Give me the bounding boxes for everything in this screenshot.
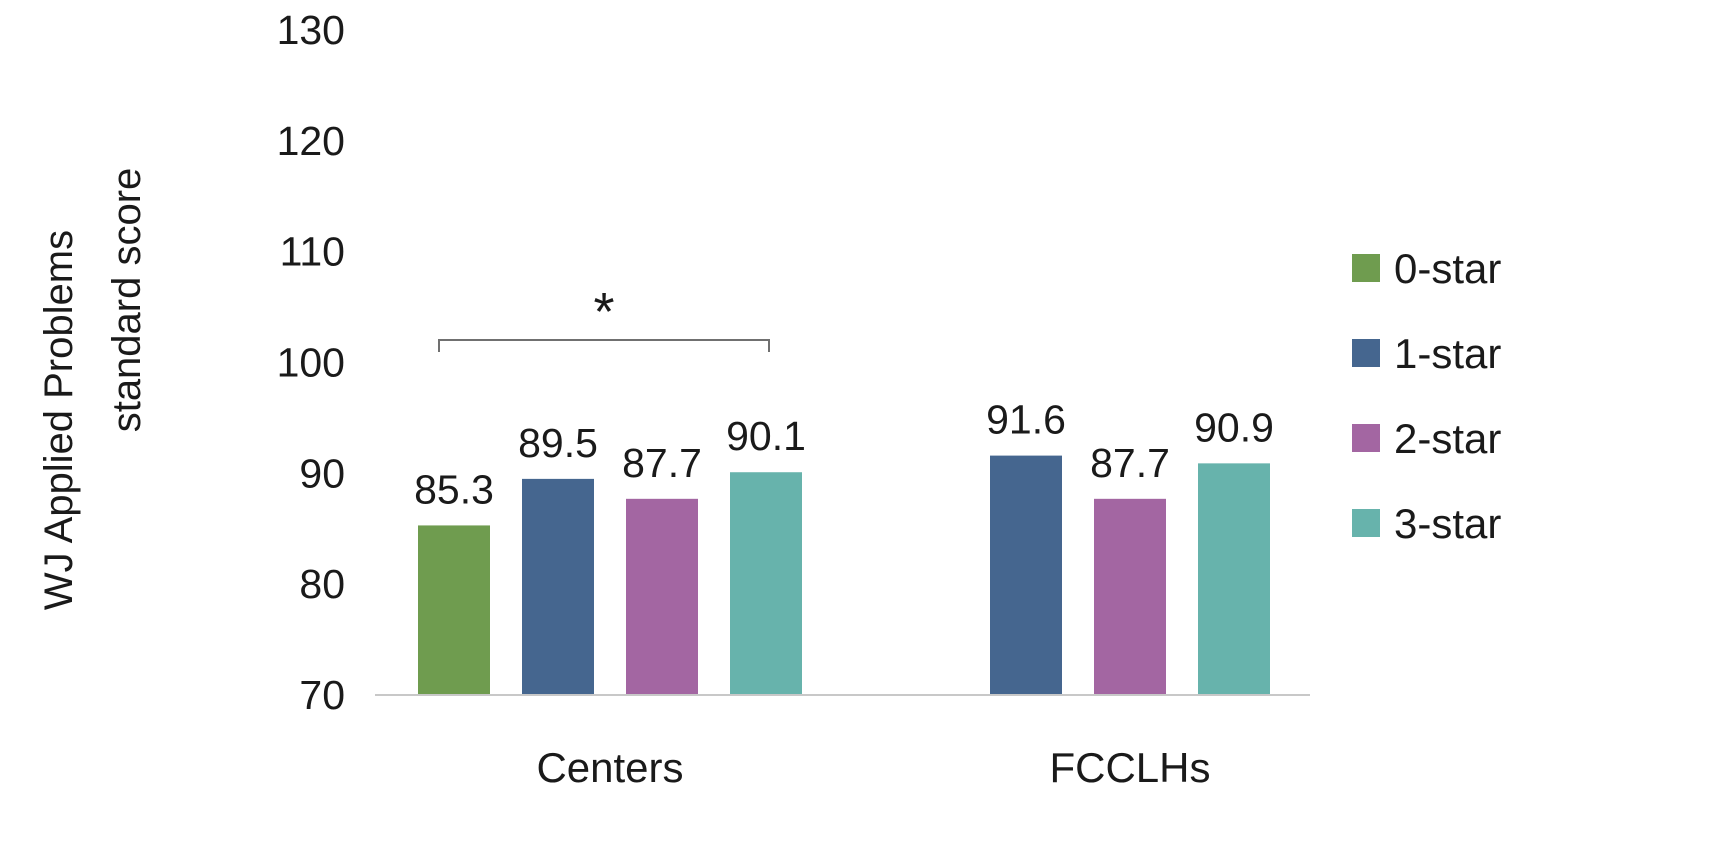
y-tick-label: 80 [299,561,345,607]
bar-data-label: 90.1 [726,413,806,459]
bar [418,525,490,695]
bar-data-label: 91.6 [986,397,1066,443]
y-tick-label: 100 [277,340,345,386]
x-category-label: FCCLHs [1049,744,1210,791]
y-tick-label: 110 [280,229,345,275]
y-axis-label-line-2: standard score [105,168,149,433]
y-tick-label: 120 [277,118,345,164]
bar-data-label: 90.9 [1194,404,1274,450]
data-labels: 85.3 89.5 87.7 90.1 91.6 87.7 90.9 [414,397,1274,513]
bar-data-label: 89.5 [518,420,598,466]
legend-swatch [1352,254,1380,282]
bar [522,478,594,695]
bar [730,472,802,695]
legend-label: 1-star [1394,330,1501,377]
legend-label: 3-star [1394,500,1501,547]
y-tick-label: 130 [277,7,345,53]
y-tick-labels: 70 80 90 100 110 120 130 [277,7,345,718]
significance-bracket [438,339,770,352]
bar-group [418,455,1270,695]
bar-data-label: 87.7 [622,440,702,486]
y-axis-label-line-1: WJ Applied Problems [37,230,81,610]
bar [990,455,1062,695]
bar [626,498,698,695]
bar [1094,498,1166,695]
legend-swatch [1352,509,1380,537]
y-axis-label: WJ Applied Problems standard score [37,168,149,610]
bar-data-label: 87.7 [1090,440,1170,486]
significance-star: * [593,282,614,342]
legend-label: 0-star [1394,245,1501,292]
legend-swatch [1352,424,1380,452]
legend: 0-star 1-star 2-star 3-star [1352,245,1501,547]
y-tick-label: 70 [299,672,345,718]
bar [1198,463,1270,695]
y-tick-label: 90 [299,450,345,496]
legend-label: 2-star [1394,415,1501,462]
bar-data-label: 85.3 [414,466,494,512]
significance-annotations: * [438,282,770,352]
legend-swatch [1352,339,1380,367]
x-category-labels: Centers FCCLHs [536,744,1210,791]
x-category-label: Centers [536,744,683,791]
